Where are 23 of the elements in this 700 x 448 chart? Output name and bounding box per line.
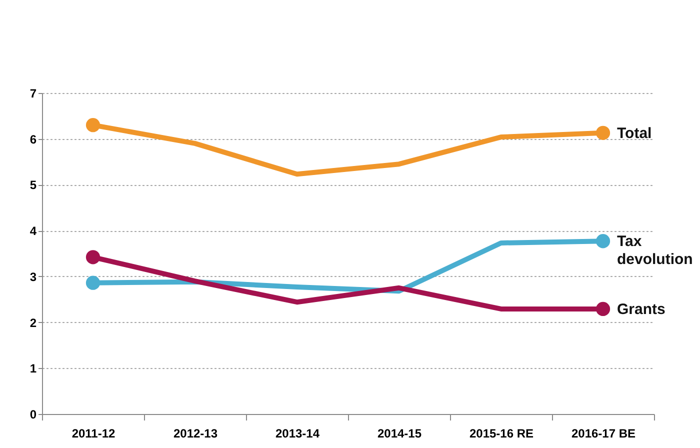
y-tick-label: 5 bbox=[30, 178, 37, 192]
x-tick-label: 2016-17 BE bbox=[571, 426, 636, 440]
point bbox=[596, 126, 610, 140]
y-tick-label: 6 bbox=[30, 132, 37, 146]
point bbox=[596, 302, 610, 316]
series-label: Tax devolution bbox=[617, 233, 693, 268]
x-tick-label: 2013-14 bbox=[275, 426, 320, 440]
x-tick-label: 2011-12 bbox=[72, 426, 116, 440]
x-tick-label: 2012-13 bbox=[173, 426, 218, 440]
series-label: Grants bbox=[617, 300, 666, 318]
point bbox=[86, 276, 100, 290]
y-tick-label: 3 bbox=[30, 270, 37, 284]
y-tick-label: 2 bbox=[30, 316, 37, 330]
point bbox=[596, 234, 610, 248]
x-tick-label: 2014-15 bbox=[377, 426, 422, 440]
y-tick-label: 7 bbox=[30, 86, 37, 100]
y-tick-label: 0 bbox=[30, 408, 37, 422]
point bbox=[86, 250, 100, 264]
series-label: Total bbox=[617, 124, 652, 142]
y-tick-label: 4 bbox=[30, 224, 37, 238]
x-tick-label: 2015-16 RE bbox=[469, 426, 534, 440]
y-tick-label: 1 bbox=[30, 362, 37, 376]
point bbox=[86, 118, 100, 132]
